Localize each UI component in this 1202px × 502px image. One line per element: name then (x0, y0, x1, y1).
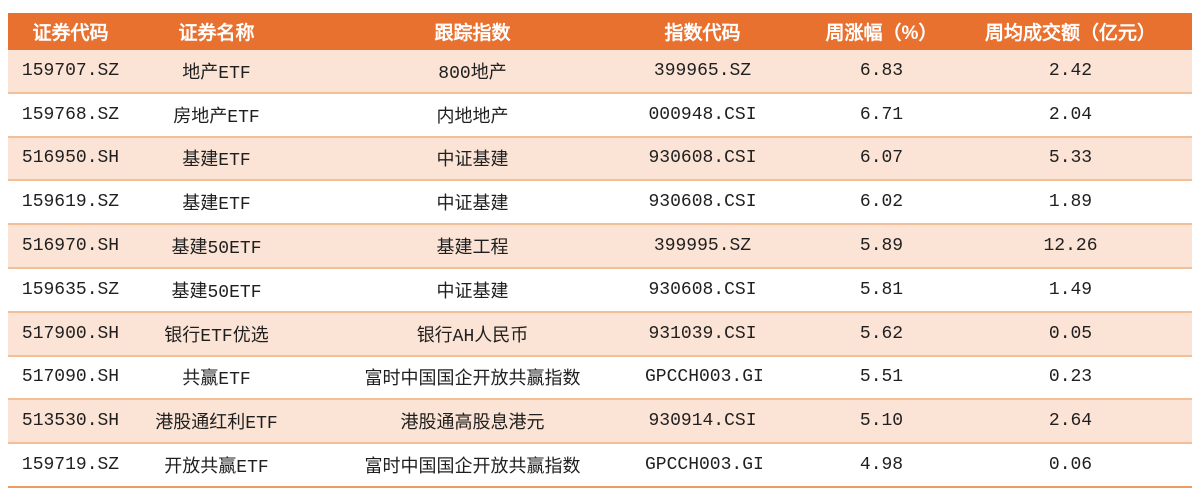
table-row: 159619.SZ 基建ETF 中证基建 930608.CSI 6.02 1.89 (8, 180, 1192, 226)
table-header: 证券代码 证券名称 跟踪指数 指数代码 周涨幅（%） 周均成交额（亿元） (8, 13, 1192, 50)
cell-tracking-index: 中证基建 (300, 267, 645, 313)
cell-index-code: 930914.CSI (645, 399, 760, 445)
cell-weekly-avg-turnover: 0.05 (985, 311, 1192, 357)
cell-tracking-index: 中证基建 (300, 136, 645, 182)
cell-weekly-avg-turnover: 2.64 (985, 399, 1192, 445)
cell-weekly-gain-pct: 6.02 (760, 180, 985, 226)
cell-weekly-avg-turnover: 0.23 (985, 355, 1192, 401)
cell-name: 房地产ETF (133, 92, 300, 138)
cell-tracking-index: 800地产 (300, 50, 645, 94)
cell-weekly-gain-pct: 5.81 (760, 267, 985, 313)
header-row: 证券代码 证券名称 跟踪指数 指数代码 周涨幅（%） 周均成交额（亿元） (8, 13, 1192, 50)
cell-name: 共赢ETF (133, 355, 300, 401)
cell-code: 517900.SH (8, 311, 133, 357)
cell-name: 开放共赢ETF (133, 443, 300, 488)
cell-index-code: 399995.SZ (645, 224, 760, 269)
cell-weekly-gain-pct: 5.10 (760, 399, 985, 445)
cell-name: 港股通红利ETF (133, 399, 300, 445)
cell-name: 地产ETF (133, 50, 300, 94)
table-row: 159707.SZ 地产ETF 800地产 399965.SZ 6.83 2.42 (8, 50, 1192, 94)
cell-code: 159768.SZ (8, 92, 133, 138)
cell-weekly-gain-pct: 5.62 (760, 311, 985, 357)
cell-code: 516950.SH (8, 136, 133, 182)
table-row: 517090.SH 共赢ETF 富时中国国企开放共赢指数 GPCCH003.GI 5.5… (8, 355, 1192, 401)
table-body: 159707.SZ 地产ETF 800地产 399965.SZ 6.83 2.42 1597… (8, 50, 1192, 488)
cell-weekly-gain-pct: 4.98 (760, 443, 985, 488)
table-row: 516970.SH 基建50ETF 基建工程 399995.SZ 5.89 12.26 (8, 224, 1192, 269)
cell-tracking-index: 中证基建 (300, 180, 645, 226)
cell-weekly-avg-turnover: 5.33 (985, 136, 1192, 182)
cell-name: 基建ETF (133, 136, 300, 182)
cell-weekly-gain-pct: 5.89 (760, 224, 985, 269)
cell-weekly-avg-turnover: 2.04 (985, 92, 1192, 138)
table-row: 513530.SH 港股通红利ETF 港股通高股息港元 930914.CSI 5.10 2… (8, 399, 1192, 445)
header-weekly-gain: 周涨幅（%） (760, 13, 985, 50)
cell-index-code: 000948.CSI (645, 92, 760, 138)
etf-table-container: 证券代码 证券名称 跟踪指数 指数代码 周涨幅（%） 周均成交额（亿元） 159… (8, 13, 1192, 488)
cell-index-code: 930608.CSI (645, 267, 760, 313)
cell-weekly-avg-turnover: 1.89 (985, 180, 1192, 226)
header-security-name: 证券名称 (133, 13, 300, 50)
cell-name: 银行ETF优选 (133, 311, 300, 357)
header-weekly-avg-turnover: 周均成交额（亿元） (985, 13, 1192, 50)
cell-tracking-index: 港股通高股息港元 (300, 399, 645, 445)
cell-code: 516970.SH (8, 224, 133, 269)
cell-weekly-gain-pct: 6.71 (760, 92, 985, 138)
header-security-code: 证券代码 (8, 13, 133, 50)
cell-code: 513530.SH (8, 399, 133, 445)
cell-tracking-index: 富时中国国企开放共赢指数 (300, 443, 645, 488)
cell-weekly-gain-pct: 6.07 (760, 136, 985, 182)
header-tracking-index: 跟踪指数 (300, 13, 645, 50)
table-row: 517900.SH 银行ETF优选 银行AH人民币 931039.CSI 5.62 0.0… (8, 311, 1192, 357)
header-index-code: 指数代码 (645, 13, 760, 50)
cell-code: 159719.SZ (8, 443, 133, 488)
table-row: 516950.SH 基建ETF 中证基建 930608.CSI 6.07 5.33 (8, 136, 1192, 182)
cell-tracking-index: 内地地产 (300, 92, 645, 138)
cell-name: 基建50ETF (133, 267, 300, 313)
cell-index-code: GPCCH003.GI (645, 355, 764, 401)
cell-weekly-avg-turnover: 2.42 (985, 50, 1192, 94)
table-row: 159719.SZ 开放共赢ETF 富时中国国企开放共赢指数 GPCCH003.GI 4… (8, 443, 1192, 488)
cell-tracking-index: 富时中国国企开放共赢指数 (300, 355, 645, 401)
cell-code: 159707.SZ (8, 50, 133, 94)
cell-code: 159619.SZ (8, 180, 133, 226)
cell-weekly-avg-turnover: 12.26 (985, 224, 1192, 269)
cell-weekly-gain-pct: 5.51 (760, 355, 985, 401)
cell-index-code: 931039.CSI (645, 311, 760, 357)
cell-tracking-index: 基建工程 (300, 224, 645, 269)
table-row: 159635.SZ 基建50ETF 中证基建 930608.CSI 5.81 1.49 (8, 267, 1192, 313)
cell-weekly-avg-turnover: 0.06 (985, 443, 1192, 488)
cell-index-code: GPCCH003.GI (645, 443, 764, 488)
cell-index-code: 930608.CSI (645, 180, 760, 226)
cell-code: 517090.SH (8, 355, 133, 401)
cell-weekly-gain-pct: 6.83 (760, 50, 985, 94)
cell-code: 159635.SZ (8, 267, 133, 313)
cell-tracking-index: 银行AH人民币 (300, 311, 645, 357)
table-row: 159768.SZ 房地产ETF 内地地产 000948.CSI 6.71 2.04 (8, 92, 1192, 138)
cell-name: 基建ETF (133, 180, 300, 226)
cell-name: 基建50ETF (133, 224, 300, 269)
etf-weekly-gain-table: 证券代码 证券名称 跟踪指数 指数代码 周涨幅（%） 周均成交额（亿元） 159… (8, 13, 1192, 488)
cell-index-code: 930608.CSI (645, 136, 760, 182)
cell-weekly-avg-turnover: 1.49 (985, 267, 1192, 313)
cell-index-code: 399965.SZ (645, 50, 760, 94)
